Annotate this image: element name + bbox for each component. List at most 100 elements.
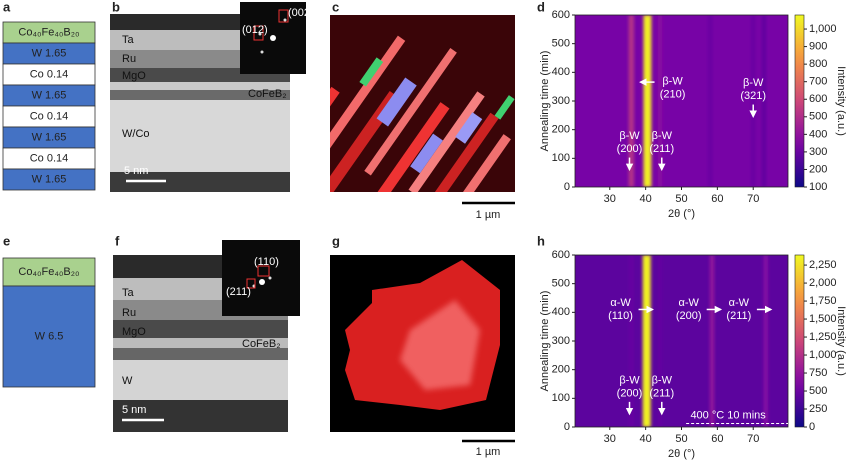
x-tick-label: 50 [675,433,687,445]
x-tick-label: 40 [640,193,652,205]
layer-label: Co₄₀Fe₄₀B₂₀ [18,266,79,278]
eds-map [408,91,485,192]
colorbar-tick-label: 1,750 [809,295,837,307]
colorbar-tick-label: 100 [809,181,827,193]
annotation: β-W [619,130,640,142]
eds-map [295,98,319,127]
colorbar-tick-label: 800 [809,58,827,70]
colorbar-tick-label: 750 [809,367,827,379]
tem-image [257,265,270,277]
eds-map [455,112,483,144]
colorbar-tick-label: 1,250 [809,331,837,343]
fft-label: (012) [242,24,268,36]
layer-label: Ru [122,307,136,319]
y-tick-label: 400 [552,306,570,318]
panel-label: d [537,0,545,14]
eds-map [364,47,457,176]
band [657,15,663,187]
tem-image [110,2,306,192]
layer [2,285,96,388]
colorbar-tick-label: 300 [809,146,827,158]
layer-label: Co₄₀Fe₄₀B₂₀ [18,26,79,38]
tem-image [113,348,288,360]
scale-label: 5 nm [124,165,148,177]
x-tick-label: 70 [747,433,759,445]
tem-image [270,35,276,41]
fft-label: (110) [254,256,279,268]
colorbar-label: Intensity (a.u.) [835,66,847,136]
annotation: (210) [660,89,686,101]
annotation: (211) [649,143,674,155]
colorbar-tick-label: 200 [809,163,827,175]
tem-image [113,400,288,432]
colorbar-tick-label: 250 [809,403,827,415]
layer-label: W 1.65 [32,131,67,143]
band [762,15,766,187]
annotation: α-W [678,297,699,309]
band [643,15,652,187]
panel-label: f [115,233,120,248]
colorbar-tick-label: 1,000 [809,23,837,35]
x-tick-label: 60 [711,193,723,205]
tem-image [278,9,289,23]
y-tick-label: 100 [552,392,570,404]
annotation: (110) [608,310,633,322]
heatmap-background [575,255,788,427]
panel-label: b [112,0,120,14]
colorbar-label: Intensity (a.u.) [835,306,847,376]
y-tick-label: 100 [552,152,570,164]
tem-image [268,276,272,280]
panel-label: a [3,0,11,14]
layer-label: Co 0.14 [30,68,69,80]
fft-label: (211) [226,286,251,298]
y-tick-label: 300 [552,95,570,107]
colorbar-tick-label: 600 [809,93,827,105]
colorbar-tick-label: 400 [809,128,827,140]
eds-map [295,35,515,192]
annotation: (211) [649,387,674,399]
colorbar [794,254,805,428]
y-tick-label: 500 [552,38,570,50]
layer-label: Co 0.14 [30,152,69,164]
eds-map [376,77,417,127]
bands [629,255,768,427]
band [708,15,713,187]
layer-label: W 6.5 [35,330,64,342]
band [751,15,756,187]
y-tick-label: 0 [564,421,570,433]
annotation: (211) [726,310,751,322]
y-tick-label: 600 [552,9,570,21]
bands [628,15,766,187]
colorbar-tick-label: 500 [809,385,827,397]
band [628,15,634,187]
colorbar-tick-label: 500 [809,111,827,123]
annotation: (200) [617,387,643,399]
band [642,255,651,427]
x-tick-label: 30 [604,193,616,205]
tem-image [113,338,288,348]
annotation: α-W [729,297,750,309]
x-tick-label: 40 [640,433,652,445]
annotation: (200) [617,143,643,155]
annotation: β-W [652,374,673,386]
band [658,255,662,427]
x-tick-label: 50 [675,193,687,205]
tem-image [260,50,264,54]
annotation: 400 °C 10 mins [690,409,766,421]
layer-label: W/Co [122,128,150,140]
x-axis-label: 2θ (°) [668,208,695,220]
annotation: β-W [619,374,640,386]
y-axis-label: Annealing time (min) [539,51,551,152]
tem-image [110,100,290,172]
tem-image [258,32,262,36]
x-tick-label: 60 [711,433,723,445]
scale-label: 5 nm [122,404,146,416]
colorbar-tick-label: 2,250 [809,259,837,271]
band [629,255,634,427]
y-tick-label: 200 [552,364,570,376]
annotation: (321) [740,90,766,102]
y-tick-label: 200 [552,124,570,136]
colorbar-tick-label: 900 [809,40,827,52]
annotation: β-W [743,77,764,89]
